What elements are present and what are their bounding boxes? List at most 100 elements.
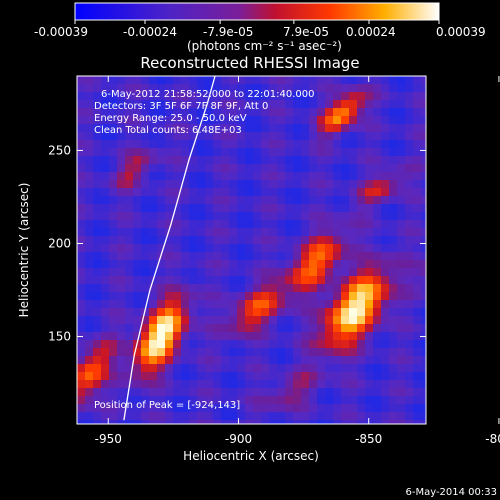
heatmap-cell	[317, 76, 325, 84]
heatmap-cell	[245, 236, 253, 244]
heatmap-cell	[293, 420, 301, 424]
heatmap-cell	[77, 404, 85, 412]
heatmap-cell	[301, 316, 309, 324]
heatmap-cell	[269, 148, 277, 156]
heatmap-cell	[141, 316, 149, 324]
heatmap-cell	[133, 244, 141, 252]
heatmap-cell	[141, 92, 149, 100]
heatmap-cell	[125, 348, 133, 356]
heatmap-cell	[397, 388, 405, 396]
heatmap-cell	[397, 252, 405, 260]
heatmap-cell	[357, 396, 365, 404]
heatmap-cell	[157, 340, 165, 348]
heatmap-cell	[365, 260, 373, 268]
heatmap-cell	[93, 300, 101, 308]
heatmap-cell	[205, 236, 213, 244]
heatmap-cell	[189, 356, 197, 364]
heatmap-cell	[141, 196, 149, 204]
heatmap-cell	[165, 164, 173, 172]
heatmap-cell	[325, 180, 333, 188]
heatmap-cell	[381, 228, 389, 236]
heatmap-cell	[349, 324, 357, 332]
heatmap-cell	[373, 84, 381, 92]
heatmap-cell	[317, 308, 325, 316]
heatmap-cell	[293, 388, 301, 396]
heatmap-cell	[117, 308, 125, 316]
heatmap-cell	[205, 396, 213, 404]
heatmap-cell	[413, 324, 421, 332]
heatmap-cell	[109, 332, 117, 340]
heatmap-cell	[381, 276, 389, 284]
heatmap-cell	[309, 356, 317, 364]
heatmap-cell	[85, 84, 93, 92]
heatmap-cell	[173, 284, 181, 292]
heatmap-cell	[141, 148, 149, 156]
heatmap-cell	[381, 204, 389, 212]
heatmap-cell	[221, 420, 229, 424]
heatmap-cell	[333, 228, 341, 236]
heatmap-cell	[85, 236, 93, 244]
heatmap-cell	[141, 356, 149, 364]
heatmap-cell	[341, 172, 349, 180]
heatmap-cell	[373, 156, 381, 164]
heatmap-cell	[317, 212, 325, 220]
heatmap-cell	[125, 252, 133, 260]
heatmap-cell	[229, 412, 237, 420]
heatmap-cell	[317, 420, 325, 424]
heatmap-cell	[189, 76, 197, 84]
heatmap-cell	[245, 332, 253, 340]
heatmap-cell	[261, 332, 269, 340]
heatmap-cell	[365, 372, 373, 380]
heatmap-cell	[373, 372, 381, 380]
heatmap-cell	[261, 412, 269, 420]
heatmap-cell	[397, 300, 405, 308]
heatmap-cell	[301, 220, 309, 228]
heatmap-cell	[357, 236, 365, 244]
heatmap-cell	[285, 148, 293, 156]
heatmap-cell	[277, 180, 285, 188]
heatmap-cell	[173, 180, 181, 188]
heatmap-cell	[301, 196, 309, 204]
heatmap-cell	[293, 124, 301, 132]
heatmap-cell	[173, 212, 181, 220]
heatmap-cell	[229, 300, 237, 308]
heatmap-cell	[229, 108, 237, 116]
heatmap-cell	[389, 412, 397, 420]
heatmap-cell	[141, 236, 149, 244]
heatmap-cell	[117, 84, 125, 92]
heatmap-cell	[229, 180, 237, 188]
heatmap-cell	[421, 332, 426, 340]
heatmap-cell	[309, 204, 317, 212]
heatmap-cell	[253, 116, 261, 124]
heatmap-cell	[189, 348, 197, 356]
heatmap-cell	[133, 276, 141, 284]
heatmap-cell	[149, 284, 157, 292]
heatmap-cell	[149, 180, 157, 188]
heatmap-cell	[349, 404, 357, 412]
heatmap-cell	[261, 372, 269, 380]
heatmap-cell	[197, 76, 205, 84]
heatmap-cell	[189, 292, 197, 300]
heatmap-cell	[293, 220, 301, 228]
heatmap-cell	[197, 284, 205, 292]
heatmap-cell	[205, 196, 213, 204]
heatmap-cell	[213, 420, 221, 424]
heatmap-cell	[421, 252, 426, 260]
heatmap-cell	[109, 284, 117, 292]
heatmap-cell	[165, 324, 173, 332]
heatmap-cell	[349, 164, 357, 172]
heatmap-cell	[293, 324, 301, 332]
heatmap-cell	[85, 132, 93, 140]
heatmap-cell	[269, 196, 277, 204]
heatmap-cell	[261, 188, 269, 196]
heatmap-cell	[365, 388, 373, 396]
heatmap-cell	[405, 156, 413, 164]
heatmap-cell	[421, 92, 426, 100]
heatmap-cell	[317, 100, 325, 108]
heatmap-cell	[117, 100, 125, 108]
heatmap-cell	[205, 388, 213, 396]
heatmap-cell	[365, 84, 373, 92]
heatmap-cell	[141, 156, 149, 164]
heatmap-cell	[149, 124, 157, 132]
heatmap-cell	[245, 100, 253, 108]
